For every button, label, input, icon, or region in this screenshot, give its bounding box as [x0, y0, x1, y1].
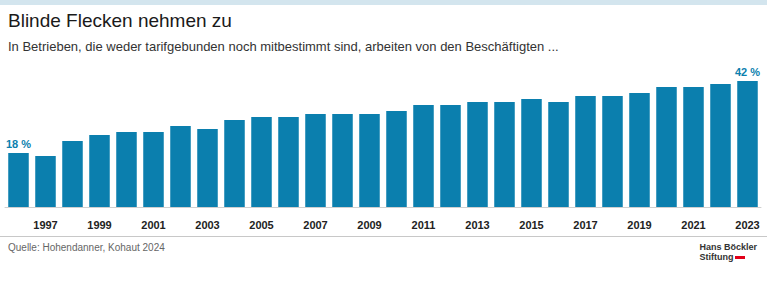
svg-text:2001: 2001 — [141, 219, 165, 231]
svg-text:2023: 2023 — [735, 219, 759, 231]
svg-text:18 %: 18 % — [6, 138, 31, 150]
svg-text:2021: 2021 — [681, 219, 705, 231]
svg-text:42 %: 42 % — [735, 66, 760, 78]
svg-text:2019: 2019 — [627, 219, 651, 231]
svg-text:2003: 2003 — [195, 219, 219, 231]
html-text:Quelle: Hohendanner, Kohaut 20: Quelle: Hohendanner, Kohaut 2024 — [8, 242, 165, 253]
svg-text:2013: 2013 — [465, 219, 489, 231]
html-text:Hans Böckler: Hans Böckler — [699, 242, 757, 252]
html-text:In Betrieben, die weder tarifg: In Betrieben, die weder tarifgebunden no… — [8, 39, 559, 54]
svg-text:2005: 2005 — [249, 219, 273, 231]
svg-text:2015: 2015 — [519, 219, 543, 231]
html-text:Blinde Flecken nehmen zu: Blinde Flecken nehmen zu — [8, 10, 232, 31]
svg-text:2007: 2007 — [303, 219, 327, 231]
svg-text:1997: 1997 — [33, 219, 57, 231]
html-text:Stiftung: Stiftung — [699, 252, 734, 262]
svg-text:2017: 2017 — [573, 219, 597, 231]
svg-text:1999: 1999 — [87, 219, 111, 231]
svg-text:2011: 2011 — [412, 219, 436, 231]
svg-text:2009: 2009 — [357, 219, 381, 231]
